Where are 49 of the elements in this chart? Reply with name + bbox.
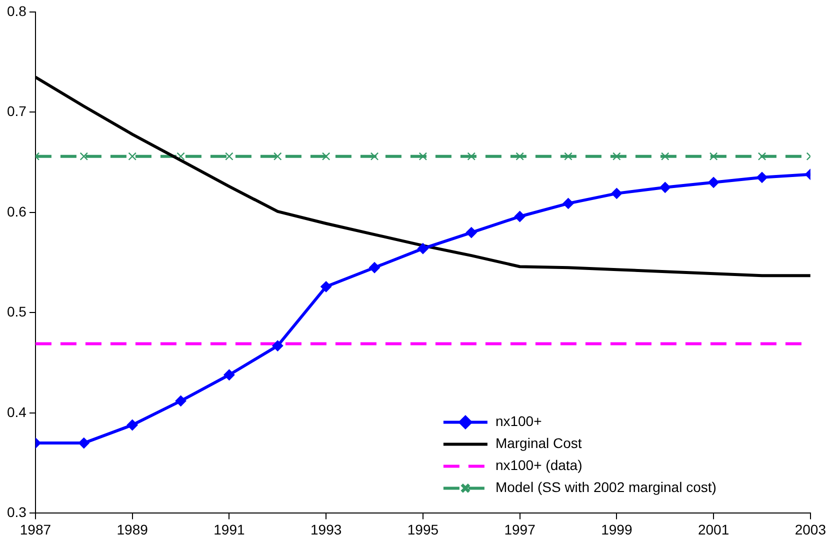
x-tick-label: 1997 xyxy=(504,521,536,538)
point xyxy=(612,152,621,160)
point xyxy=(660,152,670,160)
point xyxy=(708,176,720,188)
x-tick-label: 1993 xyxy=(310,521,342,538)
point xyxy=(175,395,186,406)
point xyxy=(322,152,330,160)
legend-label: nx100+ (data) xyxy=(495,457,582,474)
point xyxy=(756,172,768,183)
x-tick-label: 1991 xyxy=(214,521,245,538)
y-tick-label: 0.6 xyxy=(6,203,27,220)
point xyxy=(369,262,380,274)
y-tick-label: 0.5 xyxy=(6,304,27,320)
y-tick-label: 0.3 xyxy=(6,504,27,520)
point xyxy=(562,198,574,209)
point xyxy=(78,438,90,449)
x-tick-label: 1989 xyxy=(116,521,148,538)
point xyxy=(225,152,234,160)
point xyxy=(370,152,379,160)
point xyxy=(564,152,572,160)
point xyxy=(80,152,88,160)
legend-label: Model (SS with 2002 marginal cost) xyxy=(495,479,716,496)
y-tick-label: 0.4 xyxy=(6,404,27,420)
point xyxy=(274,152,282,160)
y-tick-label: 0.7 xyxy=(6,103,27,120)
point xyxy=(467,152,476,160)
x-tick-label: 1995 xyxy=(407,521,439,538)
point xyxy=(516,152,524,160)
x-tick-label: 1987 xyxy=(20,521,52,538)
point xyxy=(224,369,235,380)
point xyxy=(176,152,185,160)
x-tick-label: 2003 xyxy=(794,521,826,538)
point xyxy=(272,340,284,352)
legend-label: Marginal Cost xyxy=(495,435,582,452)
point xyxy=(320,281,332,292)
x-tick-label: 2001 xyxy=(698,521,730,538)
point xyxy=(709,152,718,160)
point xyxy=(417,243,428,254)
point xyxy=(466,227,477,238)
point xyxy=(126,419,138,430)
legend-label: nx100+ xyxy=(495,413,542,430)
point xyxy=(758,152,766,160)
x-tick-label: 1999 xyxy=(601,521,632,538)
point xyxy=(418,152,428,160)
y-tick-label: 0.8 xyxy=(6,2,27,19)
point xyxy=(128,152,136,160)
point xyxy=(514,210,526,222)
point xyxy=(660,182,671,193)
point xyxy=(611,188,622,199)
